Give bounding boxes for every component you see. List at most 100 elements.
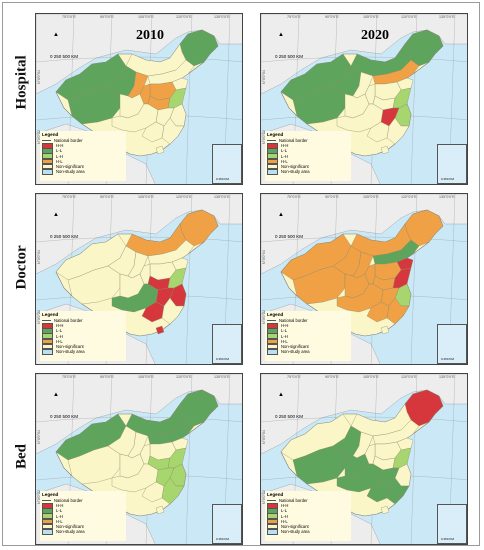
legend-item: H-L	[42, 338, 126, 345]
legend-swatch	[267, 163, 278, 170]
legend-label: National border	[279, 318, 308, 324]
south-china-sea-inset: 0 250 KM	[437, 144, 467, 184]
year-label: 2020	[361, 28, 389, 43]
map-legend: Legend National border H-H L-L L-H H-L Non-sig…	[265, 131, 351, 181]
map-bed-2010: ▲ 0 250 500 KM 75°0'0"E 90°0'0"E 105°0'0"E 12…	[35, 373, 243, 545]
legend-swatch	[267, 528, 278, 535]
scale-bar: 0 250 500 KM	[50, 234, 79, 239]
legend-swatch	[267, 508, 278, 514]
legend-label: Non-study area	[281, 349, 310, 355]
graticule-label: 135°0'0"E	[439, 375, 455, 379]
legend-swatch	[42, 153, 53, 159]
legend-swatch	[42, 142, 53, 149]
legend-label: L-L	[281, 508, 288, 514]
legend-item: H-L	[42, 158, 126, 165]
legend-item: H-L	[42, 518, 126, 525]
graticule-label: 90°0'0"E	[100, 15, 114, 19]
north-arrow-icon: ▲	[53, 212, 59, 218]
legend-label: Non-study area	[281, 529, 310, 535]
legend-label: Non-significant	[56, 164, 84, 170]
scale-bar: 0 250 500 KM	[50, 54, 79, 59]
legend-swatch	[42, 338, 53, 345]
legend-swatch	[42, 523, 53, 530]
legend-item: L-L	[42, 328, 126, 334]
region-hai	[380, 505, 390, 515]
legend-item: Non-study area	[42, 168, 126, 175]
legend-swatch	[267, 142, 278, 149]
legend-item: H-L	[267, 338, 351, 345]
map-bed-2020: ▲ 0 250 500 KM 75°0'0"E 90°0'0"E 105°0'0"E 12…	[260, 373, 468, 545]
graticule-label: 90°0'0"E	[325, 375, 339, 379]
legend-swatch	[42, 140, 51, 142]
map-legend: Legend National border H-H L-L L-H H-L Non-sig…	[265, 311, 351, 361]
legend-swatch	[267, 158, 278, 165]
legend-swatch	[42, 328, 53, 334]
legend-label: National border	[54, 138, 83, 144]
legend-item: Non-study area	[42, 348, 126, 355]
legend-item: National border	[267, 318, 351, 323]
south-china-sea-inset: 0 250 KM	[212, 324, 242, 364]
legend-item: National border	[42, 318, 126, 323]
region-hai	[155, 325, 165, 335]
graticule-label: N"0'0°04	[262, 70, 266, 84]
graticule-label: N"0'0°04	[262, 430, 266, 444]
inset-scale: 0 250 KM	[441, 177, 454, 181]
graticule-label: 75°0'0"E	[287, 15, 301, 19]
region-gd	[161, 297, 185, 325]
legend-swatch	[267, 148, 278, 154]
legend-item: L-L	[267, 148, 351, 154]
legend-swatch	[267, 168, 278, 175]
map-legend: Legend National border H-H L-L L-H H-L Non-sig…	[40, 131, 126, 181]
legend-label: L-L	[56, 508, 63, 514]
graticule-label: 90°0'0"E	[100, 375, 114, 379]
legend-label: H-L	[281, 158, 288, 164]
legend-title: Legend	[267, 492, 284, 497]
graticule-label: 105°0'0"E	[363, 15, 379, 19]
legend-title: Legend	[42, 132, 59, 137]
legend-swatch	[267, 343, 278, 350]
graticule-label: 105°0'0"E	[138, 15, 154, 19]
legend-title: Legend	[267, 132, 284, 137]
graticule-label: 75°0'0"E	[62, 195, 76, 199]
legend-swatch	[42, 158, 53, 165]
legend-swatch	[267, 513, 278, 519]
legend-label: Non-significant	[56, 524, 84, 530]
legend-item: H-H	[267, 502, 351, 509]
north-arrow-icon: ▲	[53, 32, 59, 38]
legend-label: H-L	[281, 518, 288, 524]
legend-swatch	[267, 140, 276, 142]
legend-label: L-H	[56, 513, 63, 519]
region-gd	[386, 117, 410, 145]
north-arrow-icon: ▲	[53, 392, 59, 398]
legend-item: Non-study area	[267, 348, 351, 355]
row-label-hospital: Hospital	[13, 55, 30, 110]
legend-item: L-H	[267, 513, 351, 519]
legend-swatch	[42, 322, 53, 329]
legend-swatch	[267, 348, 278, 355]
inset-scale: 0 250 KM	[216, 357, 229, 361]
legend-label: L-H	[56, 153, 63, 159]
legend-item: H-H	[267, 322, 351, 329]
legend-label: H-H	[281, 503, 289, 509]
legend-label: H-L	[56, 158, 63, 164]
legend-label: L-L	[56, 148, 63, 154]
map-doctor-2010: ▲ 0 250 500 KM 75°0'0"E 90°0'0"E 105°0'0"E 12…	[35, 193, 243, 365]
legend-label: Non-study area	[56, 529, 85, 535]
north-arrow-icon: ▲	[278, 212, 284, 218]
legend-label: National border	[279, 138, 308, 144]
graticule-label: 75°0'0"E	[62, 375, 76, 379]
north-arrow-icon: ▲	[278, 392, 284, 398]
legend-swatch	[267, 523, 278, 530]
legend-label: National border	[279, 498, 308, 504]
inset-scale: 0 250 KM	[216, 537, 229, 541]
graticule-label: 105°0'0"E	[138, 375, 154, 379]
graticule-label: 120°0'0"E	[176, 375, 192, 379]
region-hai	[380, 325, 390, 335]
legend-item: L-H	[267, 153, 351, 159]
legend-label: L-H	[281, 153, 288, 159]
inset-scale: 0 250 KM	[441, 537, 454, 541]
map-legend: Legend National border H-H L-L L-H H-L Non-sig…	[40, 491, 126, 541]
legend-swatch	[42, 513, 53, 519]
graticule-label: 105°0'0"E	[363, 375, 379, 379]
legend-swatch	[42, 168, 53, 175]
